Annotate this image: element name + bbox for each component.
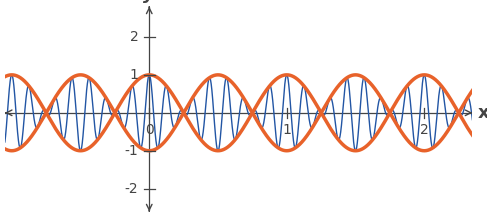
Text: y: y	[143, 0, 155, 3]
Text: 2: 2	[130, 30, 138, 44]
Text: 0: 0	[145, 123, 153, 137]
Text: 1: 1	[282, 123, 291, 137]
Text: 2: 2	[420, 123, 429, 137]
Text: 1: 1	[130, 68, 138, 82]
Text: x: x	[478, 104, 487, 122]
Text: -2: -2	[125, 182, 138, 196]
Text: -1: -1	[125, 144, 138, 158]
